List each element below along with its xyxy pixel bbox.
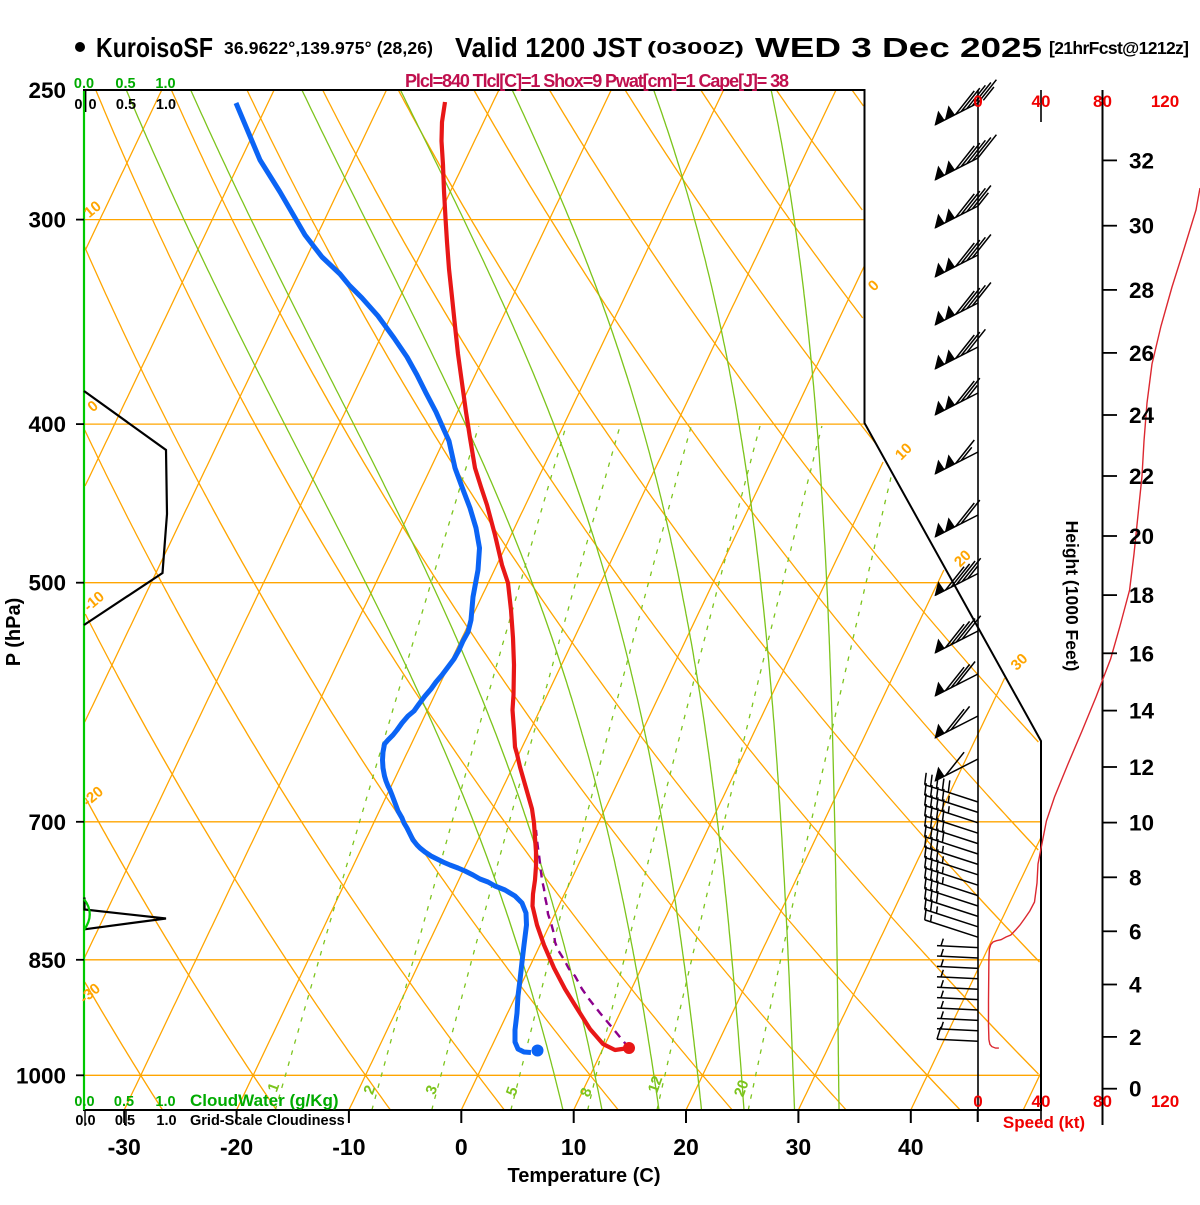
svg-text:80: 80 bbox=[1093, 1092, 1112, 1111]
svg-text:2: 2 bbox=[1129, 1025, 1142, 1050]
svg-text:26: 26 bbox=[1129, 341, 1154, 366]
svg-text:12: 12 bbox=[645, 1074, 667, 1095]
svg-text:Speed (kt): Speed (kt) bbox=[1003, 1113, 1085, 1132]
svg-text:Grid-Scale Cloudiness: Grid-Scale Cloudiness bbox=[190, 1113, 345, 1129]
svg-text:0.0: 0.0 bbox=[74, 76, 94, 92]
svg-text:500: 500 bbox=[28, 571, 66, 596]
svg-text:28: 28 bbox=[1129, 278, 1154, 303]
svg-text:36.9622°,139.975° (28,26): 36.9622°,139.975° (28,26) bbox=[224, 38, 433, 58]
svg-text:0: 0 bbox=[455, 1134, 468, 1160]
svg-text:24: 24 bbox=[1129, 403, 1155, 428]
svg-text:P (hPa): P (hPa) bbox=[3, 598, 25, 667]
svg-text:1000: 1000 bbox=[16, 1063, 66, 1088]
svg-text:22: 22 bbox=[1129, 464, 1154, 489]
svg-text:Height (1000 Feet): Height (1000 Feet) bbox=[1062, 521, 1082, 672]
svg-text:Valid 1200 JST: Valid 1200 JST bbox=[455, 32, 642, 63]
svg-text:1.0: 1.0 bbox=[155, 76, 175, 92]
svg-text:400: 400 bbox=[28, 412, 66, 437]
svg-text:CloudWater (g/Kg): CloudWater (g/Kg) bbox=[190, 1091, 339, 1110]
svg-text:850: 850 bbox=[28, 948, 66, 973]
svg-text:4: 4 bbox=[1129, 973, 1142, 998]
svg-text:0.5: 0.5 bbox=[115, 1113, 135, 1129]
svg-text:[21hrFcst@1212z]: [21hrFcst@1212z] bbox=[1049, 38, 1189, 58]
svg-text:KuroisoSF: KuroisoSF bbox=[96, 32, 213, 63]
svg-text:30: 30 bbox=[786, 1134, 812, 1160]
svg-text:0: 0 bbox=[973, 92, 982, 111]
svg-text:-20: -20 bbox=[220, 1134, 253, 1160]
svg-text:40: 40 bbox=[898, 1134, 924, 1160]
svg-text:20: 20 bbox=[731, 1078, 753, 1099]
svg-text:Plcl=840 Tlcl[C]=1 Shox=9 Pwat: Plcl=840 Tlcl[C]=1 Shox=9 Pwat[cm]=1 Cap… bbox=[405, 71, 789, 91]
svg-text:0.5: 0.5 bbox=[115, 76, 135, 92]
svg-text:18: 18 bbox=[1129, 583, 1154, 608]
svg-text:250: 250 bbox=[28, 78, 66, 103]
svg-text:30: 30 bbox=[1129, 214, 1154, 239]
svg-text:6: 6 bbox=[1129, 919, 1142, 944]
svg-text:120: 120 bbox=[1151, 1092, 1179, 1111]
svg-text:0: 0 bbox=[973, 1092, 982, 1111]
svg-text:14: 14 bbox=[1129, 699, 1155, 724]
svg-text:1.0: 1.0 bbox=[155, 1094, 175, 1110]
svg-text:80: 80 bbox=[1093, 92, 1112, 111]
svg-text:16: 16 bbox=[1129, 641, 1154, 666]
svg-text:8: 8 bbox=[1129, 865, 1142, 890]
svg-text:40: 40 bbox=[1032, 1092, 1051, 1111]
svg-text:WED 3 Dec 2025: WED 3 Dec 2025 bbox=[755, 32, 1042, 63]
svg-text:12: 12 bbox=[1129, 755, 1154, 780]
svg-text:(0300Z): (0300Z) bbox=[647, 38, 744, 58]
svg-text:1.0: 1.0 bbox=[156, 97, 176, 113]
svg-text:700: 700 bbox=[28, 810, 66, 835]
svg-text:0.5: 0.5 bbox=[114, 1094, 134, 1110]
svg-text:20: 20 bbox=[1129, 524, 1154, 549]
svg-text:40: 40 bbox=[1032, 92, 1051, 111]
svg-text:300: 300 bbox=[28, 208, 66, 233]
svg-text:32: 32 bbox=[1129, 148, 1154, 173]
svg-text:-10: -10 bbox=[332, 1134, 365, 1160]
svg-text:0.0: 0.0 bbox=[75, 1113, 95, 1129]
svg-text:1.0: 1.0 bbox=[156, 1113, 176, 1129]
svg-text:0.5: 0.5 bbox=[116, 97, 136, 113]
svg-text:120: 120 bbox=[1151, 92, 1179, 111]
svg-text:10: 10 bbox=[1129, 811, 1154, 836]
svg-text:Temperature (C): Temperature (C) bbox=[508, 1165, 661, 1187]
svg-text:20: 20 bbox=[673, 1134, 699, 1160]
svg-text:10: 10 bbox=[561, 1134, 587, 1160]
svg-text:-30: -30 bbox=[108, 1134, 141, 1160]
svg-text:0.0: 0.0 bbox=[74, 1094, 94, 1110]
svg-text:0: 0 bbox=[1129, 1077, 1142, 1102]
svg-text:0: 0 bbox=[74, 97, 82, 113]
svg-text:0: 0 bbox=[88, 97, 96, 113]
